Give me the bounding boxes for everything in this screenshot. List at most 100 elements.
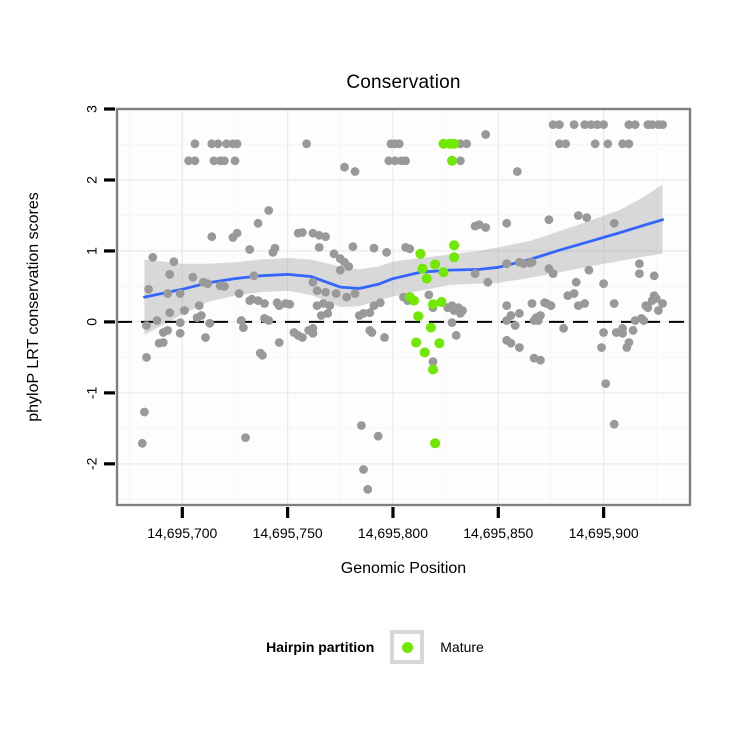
svg-text:2: 2 — [84, 176, 100, 184]
data-point — [148, 252, 158, 262]
data-point — [325, 301, 335, 310]
data-point — [649, 271, 659, 281]
data-point — [241, 433, 250, 442]
data-point — [184, 156, 194, 166]
data-point — [188, 272, 198, 282]
data-point — [375, 298, 385, 308]
data-point — [165, 308, 175, 318]
data-point — [175, 318, 185, 327]
data-point — [180, 306, 189, 315]
data-point — [285, 299, 295, 309]
data-point — [140, 407, 149, 417]
smooth-line — [142, 218, 664, 299]
data-point — [329, 249, 339, 259]
data-point — [425, 322, 436, 333]
data-point — [401, 156, 410, 166]
data-point — [144, 284, 154, 294]
svg-text:14,695,900: 14,695,900 — [569, 525, 639, 541]
data-point — [559, 323, 568, 333]
data-point — [232, 139, 242, 149]
data-point — [635, 259, 644, 269]
data-point — [365, 308, 375, 318]
data-point — [502, 218, 512, 228]
data-point — [411, 337, 422, 348]
legend-entry-label: Mature — [440, 639, 484, 655]
data-point — [658, 299, 667, 308]
chart-title: Conservation — [346, 72, 461, 93]
data-point — [245, 245, 255, 254]
data-point — [249, 271, 259, 281]
data-point — [599, 120, 608, 129]
points-flank — [137, 120, 667, 494]
data-point — [158, 338, 168, 347]
data-point — [555, 139, 564, 149]
data-point — [635, 269, 644, 278]
data-point — [220, 156, 229, 166]
data-point — [624, 120, 634, 129]
data-point — [230, 156, 240, 166]
data-point — [599, 279, 608, 288]
svg-text:3: 3 — [84, 105, 100, 113]
data-point — [394, 139, 404, 149]
data-point — [175, 328, 185, 338]
data-point — [409, 295, 419, 306]
data-point — [270, 243, 280, 253]
data-point — [624, 338, 634, 347]
scatter-plot: 14,695,700 14,695,750 14,695,800 14,695,850… — [84, 105, 692, 541]
data-point — [137, 438, 147, 448]
data-point — [369, 243, 379, 253]
data-point — [438, 267, 449, 278]
data-point — [470, 269, 480, 278]
data-point — [658, 120, 667, 129]
data-point — [209, 156, 219, 166]
data-point — [515, 309, 524, 318]
data-point — [597, 343, 606, 352]
data-point — [207, 139, 217, 149]
data-point — [373, 431, 383, 441]
svg-text:0: 0 — [84, 318, 100, 326]
legend-title: Hairpin partition — [266, 639, 375, 655]
data-point — [245, 296, 255, 305]
data-point — [312, 286, 322, 296]
data-point — [175, 289, 185, 298]
data-point — [573, 211, 583, 220]
data-point — [335, 265, 345, 275]
data-point — [599, 328, 608, 337]
svg-text:-1: -1 — [84, 386, 100, 399]
data-point — [201, 333, 210, 342]
data-point — [213, 139, 223, 149]
data-point — [350, 167, 360, 176]
svg-text:14,695,800: 14,695,800 — [358, 525, 428, 541]
data-point — [548, 120, 558, 129]
data-point — [502, 316, 512, 325]
data-point — [546, 301, 556, 310]
data-point — [569, 289, 579, 298]
data-point — [298, 228, 307, 237]
data-point — [582, 213, 592, 223]
data-point — [419, 347, 430, 358]
data-point — [323, 309, 333, 318]
data-point — [436, 297, 447, 307]
data-point — [510, 321, 520, 330]
data-point — [643, 303, 653, 313]
data-point — [236, 316, 246, 325]
svg-text:14,695,850: 14,695,850 — [463, 525, 533, 541]
data-point — [415, 248, 426, 259]
data-point — [314, 243, 324, 252]
data-point — [350, 289, 360, 298]
data-point — [647, 120, 657, 129]
data-point — [515, 343, 524, 352]
x-axis-ticks — [180, 507, 606, 518]
data-point — [413, 311, 424, 322]
data-point — [456, 156, 465, 166]
data-point — [449, 252, 460, 263]
data-point — [618, 323, 627, 333]
mature-point-icon — [401, 641, 413, 653]
data-point — [207, 232, 217, 242]
x-tick-labels: 14,695,700 14,695,750 14,695,800 14,695,850… — [147, 525, 639, 541]
data-point — [220, 282, 229, 291]
data-point — [382, 248, 391, 257]
data-point — [152, 316, 162, 325]
data-point — [203, 279, 213, 288]
